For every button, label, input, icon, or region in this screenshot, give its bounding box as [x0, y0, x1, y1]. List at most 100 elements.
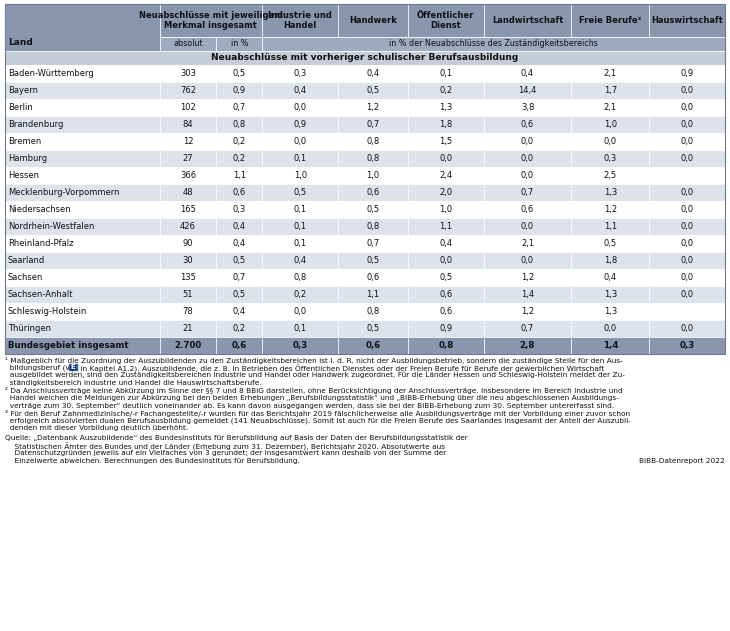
Bar — [408, 167, 484, 184]
Text: 2,1: 2,1 — [521, 239, 534, 248]
Bar — [484, 201, 572, 218]
Text: 27: 27 — [182, 154, 193, 163]
Bar — [338, 133, 408, 150]
Text: 1,2: 1,2 — [604, 205, 617, 214]
Bar — [649, 269, 725, 286]
Bar — [262, 167, 338, 184]
Text: Einzelwerte abweichen. Berechnungen des Bundesinstituts für Berufsbildung.: Einzelwerte abweichen. Berechnungen des … — [5, 458, 300, 464]
Bar — [216, 167, 262, 184]
Text: 0,7: 0,7 — [366, 120, 380, 129]
Bar — [408, 65, 484, 82]
Text: 0,0: 0,0 — [439, 154, 453, 163]
Bar — [649, 167, 725, 184]
Bar — [216, 252, 262, 269]
Text: 0,4: 0,4 — [439, 239, 453, 248]
Bar — [338, 286, 408, 303]
Bar — [262, 184, 338, 201]
Bar — [160, 133, 216, 150]
Text: BIBB-Datenreport 2022: BIBB-Datenreport 2022 — [639, 458, 725, 464]
Text: 0,1: 0,1 — [293, 222, 307, 231]
Text: 51: 51 — [182, 290, 193, 299]
Bar — [160, 269, 216, 286]
Text: 0,4: 0,4 — [366, 69, 380, 78]
Bar — [484, 269, 572, 286]
Text: 0,6: 0,6 — [521, 205, 534, 214]
Bar — [338, 184, 408, 201]
Text: E: E — [71, 364, 75, 370]
Bar — [216, 65, 262, 82]
Text: ¹ Maßgeblich für die Zuordnung der Auszubildenden zu den Zuständigkeitsbereichen: ¹ Maßgeblich für die Zuordnung der Auszu… — [5, 357, 623, 364]
Text: 762: 762 — [180, 86, 196, 95]
Bar — [649, 286, 725, 303]
Bar — [5, 51, 725, 65]
Text: 0,0: 0,0 — [680, 324, 694, 333]
Text: 426: 426 — [180, 222, 196, 231]
Bar — [5, 133, 160, 150]
Text: 0,9: 0,9 — [439, 324, 453, 333]
Bar — [5, 303, 160, 320]
Text: 0,6: 0,6 — [439, 290, 453, 299]
Bar — [160, 167, 216, 184]
Text: 0,4: 0,4 — [233, 222, 246, 231]
Text: 0,6: 0,6 — [439, 307, 453, 316]
Text: Statistischen Ämter des Bundes und der Länder (Erhebung zum 31. Dezember), Beric: Statistischen Ämter des Bundes und der L… — [5, 442, 445, 451]
Text: in % der Neuabschlüsse des Zuständigkeitsbereichs: in % der Neuabschlüsse des Zuständigkeit… — [389, 40, 598, 49]
Text: Berlin: Berlin — [8, 103, 33, 112]
Bar — [572, 65, 649, 82]
Bar — [649, 116, 725, 133]
Text: Freie Berufe³: Freie Berufe³ — [579, 16, 642, 25]
Bar — [484, 303, 572, 320]
Text: 0,0: 0,0 — [439, 256, 453, 265]
Bar — [160, 99, 216, 116]
Bar — [649, 184, 725, 201]
Text: 0,5: 0,5 — [233, 290, 246, 299]
Bar — [338, 116, 408, 133]
Bar — [484, 133, 572, 150]
Bar — [216, 269, 262, 286]
Bar — [338, 99, 408, 116]
Bar — [572, 82, 649, 99]
Bar — [5, 116, 160, 133]
Text: 0,4: 0,4 — [233, 307, 246, 316]
Bar — [408, 150, 484, 167]
Text: 1,8: 1,8 — [439, 120, 453, 129]
Text: 0,5: 0,5 — [366, 205, 380, 214]
Text: 0,1: 0,1 — [293, 239, 307, 248]
Bar — [408, 133, 484, 150]
Bar — [484, 286, 572, 303]
Text: 0,0: 0,0 — [680, 239, 694, 248]
Text: 48: 48 — [182, 188, 193, 197]
Text: Bundesgebiet insgesamt: Bundesgebiet insgesamt — [8, 341, 128, 350]
Bar — [408, 201, 484, 218]
Bar — [649, 99, 725, 116]
Text: 0,0: 0,0 — [680, 256, 694, 265]
Text: 0,6: 0,6 — [366, 273, 380, 282]
Text: erfolgreich absolvierten dualen Berufsausbildung gemeldet (141 Neuabschlüsse). S: erfolgreich absolvierten dualen Berufsau… — [5, 418, 631, 424]
Bar — [408, 337, 484, 354]
Text: 0,4: 0,4 — [233, 239, 246, 248]
Bar — [216, 150, 262, 167]
Bar — [160, 82, 216, 99]
Text: 3,8: 3,8 — [521, 103, 534, 112]
Bar — [262, 4, 338, 37]
Bar — [160, 320, 216, 337]
Text: 0,1: 0,1 — [439, 69, 453, 78]
Bar — [649, 133, 725, 150]
Text: 1,3: 1,3 — [604, 188, 617, 197]
Bar — [5, 4, 725, 354]
Bar — [484, 116, 572, 133]
Text: Rheinland-Pfalz: Rheinland-Pfalz — [8, 239, 74, 248]
Text: Hamburg: Hamburg — [8, 154, 47, 163]
Bar — [408, 116, 484, 133]
Bar — [160, 201, 216, 218]
Bar — [262, 269, 338, 286]
Text: 30: 30 — [182, 256, 193, 265]
Text: 0,9: 0,9 — [293, 120, 307, 129]
Text: 0,3: 0,3 — [293, 341, 308, 350]
Text: 78: 78 — [182, 307, 193, 316]
Bar — [216, 201, 262, 218]
Text: ständigkeitsbereich Industrie und Handel die Hauswirtschaftsberufe.: ständigkeitsbereich Industrie und Handel… — [5, 380, 261, 386]
Text: 1,2: 1,2 — [521, 307, 534, 316]
Text: 84: 84 — [182, 120, 193, 129]
Bar — [5, 184, 160, 201]
